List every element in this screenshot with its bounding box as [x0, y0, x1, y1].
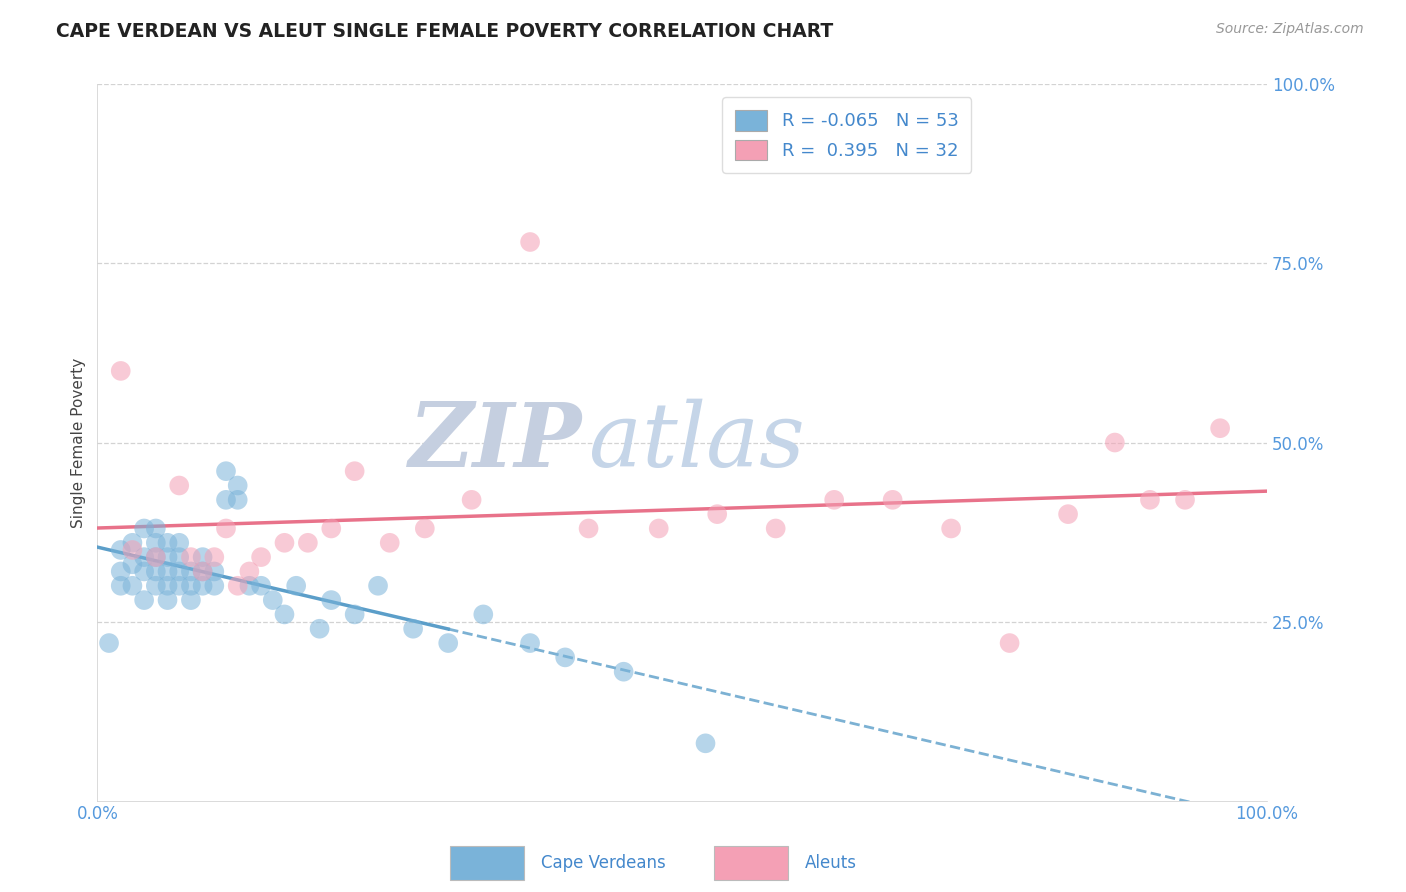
- Point: [191, 565, 214, 579]
- Point: [145, 536, 167, 550]
- Point: [145, 550, 167, 565]
- Point: [297, 536, 319, 550]
- Point: [413, 521, 436, 535]
- Point: [215, 492, 238, 507]
- Point: [202, 550, 225, 565]
- Point: [134, 565, 156, 579]
- Point: [180, 593, 202, 607]
- Point: [226, 492, 249, 507]
- Point: [215, 521, 238, 535]
- Point: [554, 650, 576, 665]
- Point: [226, 579, 249, 593]
- Point: [308, 622, 330, 636]
- Point: [939, 521, 962, 535]
- Text: ZIP: ZIP: [409, 400, 582, 486]
- Legend: R = -0.065   N = 53, R =  0.395   N = 32: R = -0.065 N = 53, R = 0.395 N = 32: [723, 97, 972, 173]
- Point: [191, 565, 214, 579]
- Point: [998, 636, 1021, 650]
- Point: [519, 636, 541, 650]
- Point: [706, 507, 728, 521]
- Point: [156, 536, 179, 550]
- Point: [273, 607, 295, 622]
- Point: [145, 565, 167, 579]
- Point: [98, 636, 121, 650]
- Point: [519, 235, 541, 249]
- Point: [134, 550, 156, 565]
- Point: [156, 550, 179, 565]
- Point: [202, 565, 225, 579]
- Point: [402, 622, 425, 636]
- Point: [250, 579, 273, 593]
- Point: [167, 550, 190, 565]
- Point: [110, 579, 132, 593]
- Point: [156, 593, 179, 607]
- Point: [167, 565, 190, 579]
- Text: Source: ZipAtlas.com: Source: ZipAtlas.com: [1216, 22, 1364, 37]
- Point: [1104, 435, 1126, 450]
- Point: [191, 579, 214, 593]
- Point: [343, 464, 366, 478]
- Point: [110, 565, 132, 579]
- Point: [121, 536, 143, 550]
- Point: [180, 565, 202, 579]
- Point: [191, 550, 214, 565]
- Point: [1174, 492, 1197, 507]
- Point: [285, 579, 308, 593]
- Point: [110, 364, 132, 378]
- FancyBboxPatch shape: [450, 846, 524, 880]
- Y-axis label: Single Female Poverty: Single Female Poverty: [72, 358, 86, 528]
- Point: [167, 536, 190, 550]
- Point: [1209, 421, 1232, 435]
- Point: [250, 550, 273, 565]
- Point: [343, 607, 366, 622]
- Point: [1139, 492, 1161, 507]
- Point: [134, 521, 156, 535]
- Point: [578, 521, 600, 535]
- Point: [648, 521, 671, 535]
- Point: [167, 478, 190, 492]
- Point: [321, 593, 343, 607]
- Point: [1057, 507, 1080, 521]
- Text: Aleuts: Aleuts: [806, 854, 858, 872]
- Point: [145, 579, 167, 593]
- Point: [238, 565, 260, 579]
- Point: [437, 636, 460, 650]
- Point: [121, 543, 143, 558]
- Point: [460, 492, 482, 507]
- Point: [823, 492, 845, 507]
- Point: [121, 579, 143, 593]
- Point: [238, 579, 260, 593]
- Point: [472, 607, 495, 622]
- Point: [180, 579, 202, 593]
- Point: [613, 665, 636, 679]
- Point: [121, 558, 143, 572]
- Point: [202, 579, 225, 593]
- Text: CAPE VERDEAN VS ALEUT SINGLE FEMALE POVERTY CORRELATION CHART: CAPE VERDEAN VS ALEUT SINGLE FEMALE POVE…: [56, 22, 834, 41]
- Point: [145, 550, 167, 565]
- Point: [145, 521, 167, 535]
- Point: [226, 478, 249, 492]
- Point: [215, 464, 238, 478]
- Point: [367, 579, 389, 593]
- Point: [167, 579, 190, 593]
- Point: [156, 565, 179, 579]
- Point: [321, 521, 343, 535]
- Point: [695, 736, 717, 750]
- Text: Cape Verdeans: Cape Verdeans: [541, 854, 666, 872]
- Point: [378, 536, 401, 550]
- Point: [110, 543, 132, 558]
- Point: [134, 593, 156, 607]
- Point: [180, 550, 202, 565]
- Text: atlas: atlas: [589, 399, 804, 486]
- Point: [765, 521, 787, 535]
- Point: [273, 536, 295, 550]
- Point: [156, 579, 179, 593]
- Point: [882, 492, 904, 507]
- FancyBboxPatch shape: [714, 846, 789, 880]
- Point: [262, 593, 284, 607]
